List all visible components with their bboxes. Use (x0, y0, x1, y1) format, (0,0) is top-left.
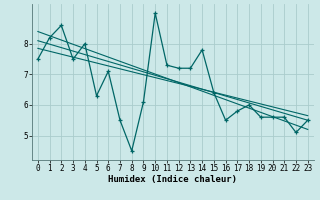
X-axis label: Humidex (Indice chaleur): Humidex (Indice chaleur) (108, 175, 237, 184)
